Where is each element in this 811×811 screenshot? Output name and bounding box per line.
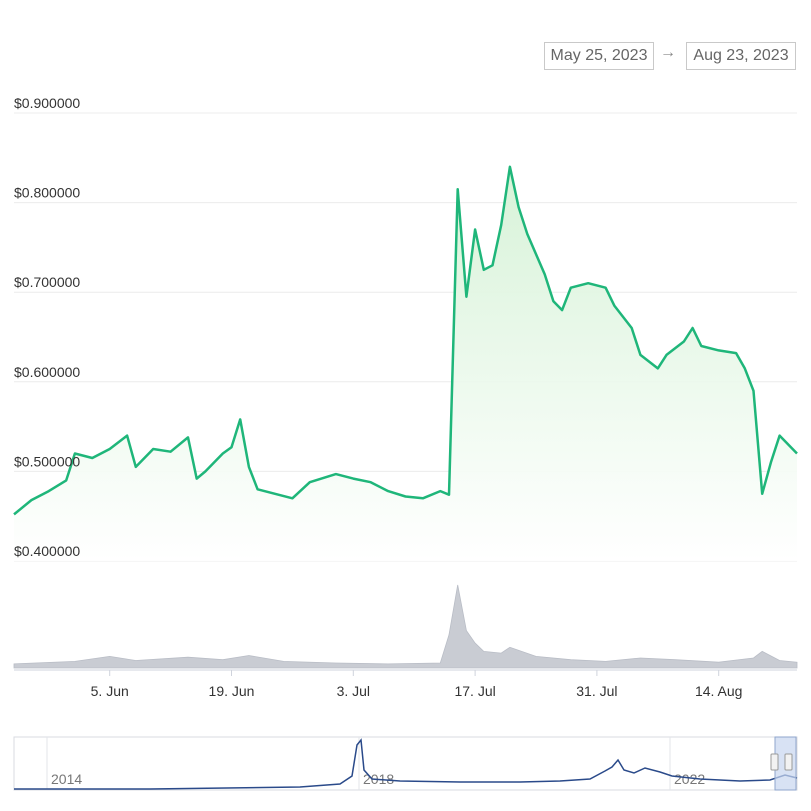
- navigator-year-label: 2022: [674, 771, 705, 787]
- x-tick-label: 19. Jun: [209, 683, 255, 699]
- y-tick-label: $0.800000: [14, 185, 80, 201]
- x-tick-label: 17. Jul: [454, 683, 495, 699]
- x-axis: 5. Jun 19. Jun 3. Jul 17. Jul 31. Jul 14. Aug: [91, 670, 743, 699]
- x-tick-label: 5. Jun: [91, 683, 129, 699]
- navigator-right-handle[interactable]: [784, 753, 793, 771]
- x-tick-label: 3. Jul: [337, 683, 370, 699]
- price-area: [14, 166, 797, 562]
- y-tick-label: $0.400000: [14, 543, 80, 559]
- navigator-left-handle[interactable]: [770, 753, 779, 771]
- navigator-line: [14, 738, 798, 790]
- price-line-series: [13, 165, 798, 516]
- y-axis: $0.900000 $0.800000 $0.700000 $0.600000 $0.5…: [14, 95, 80, 559]
- price-area-fill: [14, 166, 797, 562]
- x-tick-label: 31. Jul: [576, 683, 617, 699]
- date-range-arrow-icon: →: [660, 44, 676, 61]
- date-range-end-input[interactable]: Aug 23, 2023: [686, 42, 796, 70]
- navigator: 2014 2018 2022: [13, 736, 798, 791]
- price-line: [13, 165, 798, 516]
- y-tick-label: $0.600000: [14, 364, 80, 380]
- navigator-year-label: 2014: [51, 771, 82, 787]
- y-tick-label: $0.500000: [14, 453, 80, 469]
- y-tick-label: $0.900000: [14, 95, 80, 111]
- date-range-start-input[interactable]: May 25, 2023: [544, 42, 654, 70]
- volume-area: [13, 584, 798, 669]
- volume-series: [13, 584, 798, 669]
- x-tick-label: 14. Aug: [695, 683, 743, 699]
- y-tick-label: $0.700000: [14, 274, 80, 290]
